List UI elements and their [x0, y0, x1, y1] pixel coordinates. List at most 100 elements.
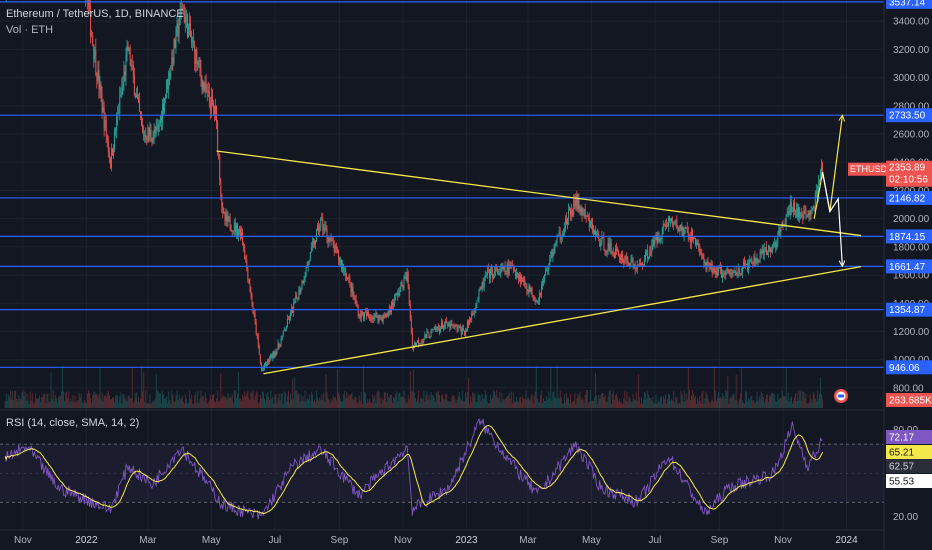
candle-body	[721, 268, 723, 279]
volume-bar	[386, 392, 388, 408]
candle-body	[703, 257, 705, 264]
volume-bar	[340, 399, 341, 408]
volume-bar	[624, 391, 626, 408]
candle-body	[324, 227, 326, 229]
volume-bar	[117, 395, 119, 408]
candle-body	[107, 141, 109, 153]
volume-bar	[18, 395, 20, 408]
volume-bar	[429, 399, 431, 408]
volume-bar	[289, 402, 290, 408]
candle-body	[486, 269, 488, 276]
volume-bar	[771, 392, 773, 408]
candles[interactable]	[5, 0, 824, 372]
volume-bar	[471, 401, 473, 408]
last-price-tag-bg[interactable]	[886, 160, 932, 187]
candle-body	[440, 327, 441, 332]
time-axis[interactable]: Nov 2022 Mar May Jul Sep Nov 2023 Mar May Jul Sep No…	[0, 529, 884, 546]
volume-bar	[76, 400, 78, 408]
candle-body	[334, 245, 336, 253]
volume-bar	[297, 394, 299, 408]
volume-bar	[134, 393, 136, 408]
volume-bar	[350, 394, 352, 408]
candle-body	[596, 233, 598, 236]
candle-body	[663, 224, 665, 226]
volume-bar	[65, 392, 67, 408]
candle-body	[420, 342, 422, 344]
candle-body	[233, 222, 235, 231]
volume-bar	[395, 393, 397, 408]
candle-body	[583, 208, 585, 214]
volume-bar	[730, 397, 732, 408]
volume-bar	[616, 393, 617, 408]
volume-bar	[778, 399, 780, 408]
volume-bar	[483, 398, 485, 408]
volume-bar	[749, 399, 751, 408]
candle-body	[808, 212, 810, 216]
volume-bar	[723, 396, 725, 408]
horizontal-levels[interactable]	[0, 1, 884, 368]
candle-body	[544, 274, 546, 281]
candle-body	[123, 71, 125, 83]
volume-bar	[207, 402, 209, 408]
candle-body	[298, 289, 300, 300]
candle-body	[391, 302, 393, 313]
candle-body	[300, 288, 302, 293]
volume-bar	[366, 403, 368, 408]
volume-bars	[4, 365, 824, 408]
symbol-tag[interactable]: ETHUSDT	[850, 164, 893, 174]
symbol-tag-bg[interactable]	[848, 162, 886, 176]
candle-body	[737, 268, 739, 273]
volume-bar	[533, 395, 535, 408]
volume-bar	[592, 400, 593, 408]
volume-bar	[490, 394, 491, 408]
volume-bar	[588, 401, 590, 408]
volume-bar	[507, 395, 509, 408]
volume-bar	[11, 399, 12, 408]
volume-bar	[138, 396, 139, 408]
volume-bar	[255, 391, 257, 408]
trend-lines[interactable]	[216, 150, 862, 375]
candle-body	[169, 72, 171, 78]
rsi-legend[interactable]: RSI (14, close, SMA, 14, 2)	[6, 417, 140, 429]
volume-bar	[227, 392, 229, 408]
volume-bar	[488, 403, 490, 408]
candle-body	[404, 276, 406, 278]
projection-bearish[interactable]	[822, 171, 843, 266]
candle-body	[139, 100, 141, 112]
candle-body	[240, 228, 242, 239]
candle-body	[242, 232, 244, 243]
volume-bar	[584, 394, 586, 408]
candle-body	[332, 240, 334, 246]
volume-bar	[470, 396, 472, 408]
candle-body	[168, 72, 170, 89]
projection-arrows[interactable]	[813, 115, 843, 266]
candle-body	[627, 260, 629, 264]
grid	[0, 0, 884, 530]
candle-body	[443, 325, 445, 329]
candle-body	[286, 318, 288, 328]
volume-bar	[364, 391, 365, 408]
candle-body	[152, 136, 154, 142]
candle-body	[455, 324, 457, 327]
volume-bar	[238, 372, 239, 408]
volume-bar	[191, 395, 193, 408]
candle-body	[89, 5, 91, 7]
candle-body	[812, 206, 814, 211]
volume-legend[interactable]: Vol · ETH	[6, 24, 54, 36]
volume-bar	[585, 390, 587, 408]
volume-bar	[583, 403, 585, 408]
trend-line[interactable]	[216, 150, 862, 237]
symbol-legend[interactable]: Ethereum / TetherUS, 1D, BINANCE	[6, 8, 184, 20]
candle-body	[325, 227, 327, 230]
candle-body	[579, 208, 581, 212]
candle-body	[405, 276, 407, 281]
trend-line[interactable]	[263, 265, 862, 375]
candle-body	[432, 329, 434, 331]
candle-body	[645, 252, 647, 260]
candle-body	[740, 272, 742, 275]
tradingview-flag-icon[interactable]	[834, 389, 848, 403]
volume-bar	[629, 398, 631, 408]
candle-body	[705, 262, 707, 269]
price-axis[interactable]: 800.001000.001200.001400.001600.001800.0…	[848, 0, 932, 523]
